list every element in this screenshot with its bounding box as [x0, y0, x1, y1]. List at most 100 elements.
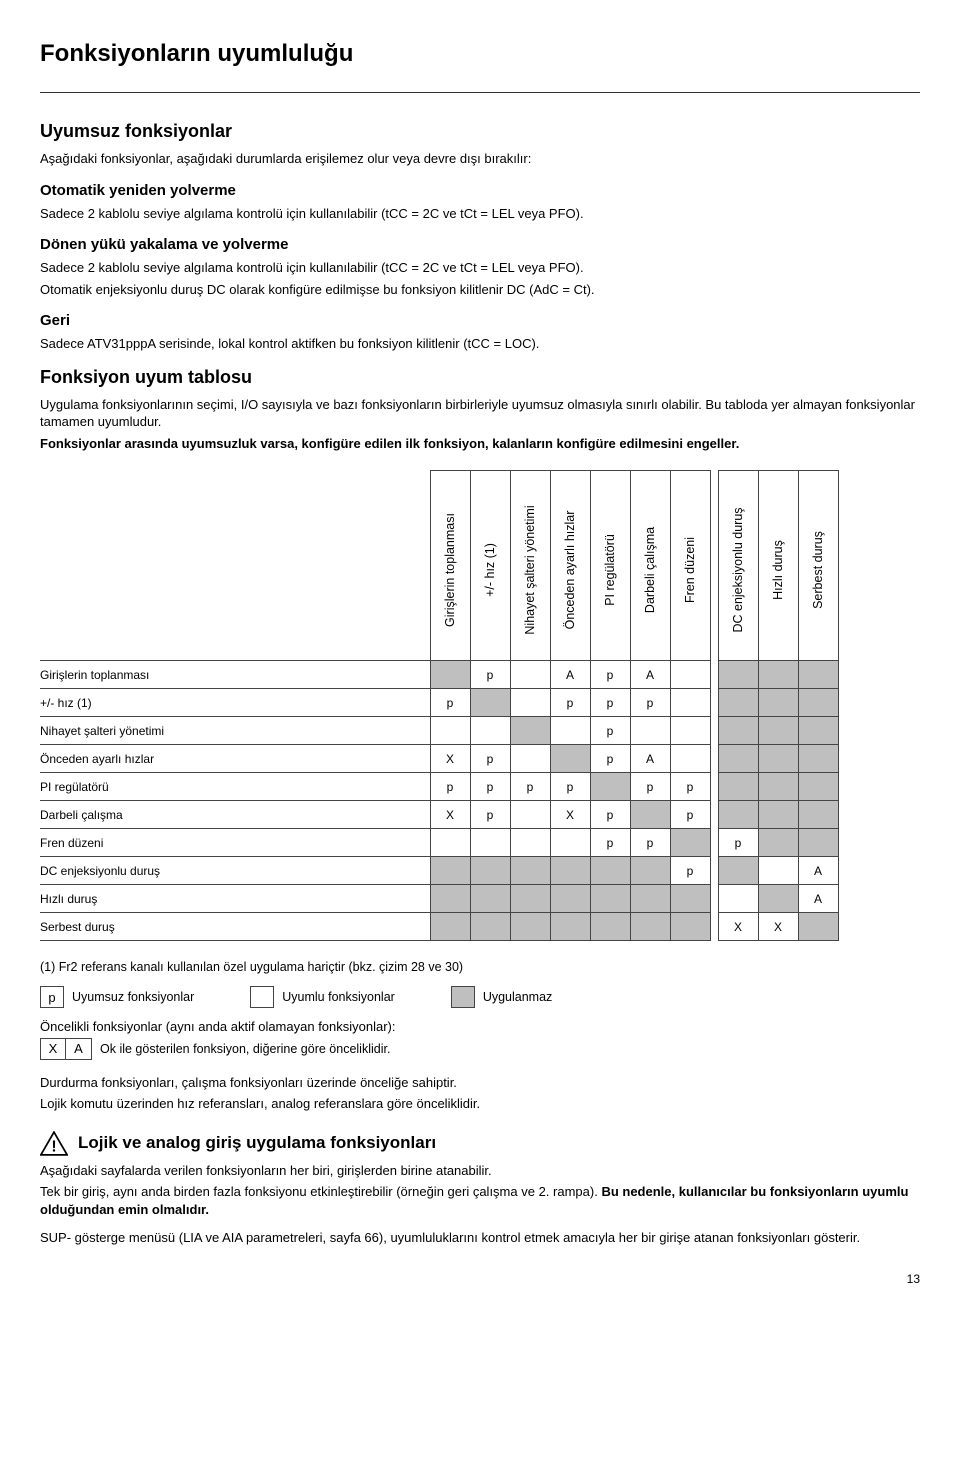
table-cell	[718, 689, 758, 717]
table-cell	[470, 885, 510, 913]
table-cell	[670, 661, 710, 689]
table-cell: p	[470, 773, 510, 801]
warning-icon: !	[40, 1131, 68, 1156]
table-cell	[510, 801, 550, 829]
heading-compat-table: Fonksiyon uyum tablosu	[40, 367, 920, 388]
table-cell: p	[430, 773, 470, 801]
table-cell	[470, 913, 510, 941]
horizontal-rule	[40, 92, 920, 93]
priority-desc: Ok ile gösterilen fonksiyon, diğerine gö…	[100, 1042, 390, 1056]
row-label: Nihayet şalteri yönetimi	[40, 717, 430, 745]
column-header: Önceden ayarlı hızlar	[550, 471, 590, 661]
legend-box-x: X	[40, 1038, 66, 1060]
table-cell	[630, 801, 670, 829]
table-cell: X	[758, 913, 798, 941]
paragraph-bold: Fonksiyonlar arasında uyumsuzluk varsa, …	[40, 435, 920, 453]
table-cell	[510, 885, 550, 913]
table-cell	[630, 885, 670, 913]
row-label: DC enjeksiyonlu duruş	[40, 857, 430, 885]
table-cell	[430, 857, 470, 885]
table-cell: p	[630, 829, 670, 857]
table-cell	[758, 661, 798, 689]
table-cell: p	[590, 745, 630, 773]
legend-label-na: Uygulanmaz	[483, 990, 552, 1004]
table-cell	[718, 717, 758, 745]
paragraph: Tek bir giriş, aynı anda birden fazla fo…	[40, 1183, 920, 1218]
table-cell	[758, 689, 798, 717]
heading-reverse: Geri	[40, 312, 920, 329]
table-cell	[630, 857, 670, 885]
row-label: Darbeli çalışma	[40, 801, 430, 829]
table-cell	[758, 745, 798, 773]
table-cell: A	[798, 885, 838, 913]
table-cell	[670, 689, 710, 717]
table-cell: p	[430, 689, 470, 717]
heading-auto-restart: Otomatik yeniden yolverme	[40, 182, 920, 199]
table-cell	[630, 913, 670, 941]
column-header: PI regülatörü	[590, 471, 630, 661]
row-label: Serbest duruş	[40, 913, 430, 941]
table-cell	[510, 661, 550, 689]
row-label: Hızlı duruş	[40, 885, 430, 913]
table-cell	[510, 913, 550, 941]
table-cell	[798, 801, 838, 829]
table-cell: A	[550, 661, 590, 689]
table-cell	[510, 717, 550, 745]
table-cell	[550, 717, 590, 745]
table-cell	[590, 885, 630, 913]
table-cell	[798, 689, 838, 717]
table-cell: p	[550, 689, 590, 717]
table-cell	[718, 885, 758, 913]
paragraph: Sadece 2 kablolu seviye algılama kontrol…	[40, 205, 920, 223]
table-cell	[670, 829, 710, 857]
table-cell	[718, 745, 758, 773]
table-cell	[550, 829, 590, 857]
table-cell: p	[510, 773, 550, 801]
table-cell: p	[590, 689, 630, 717]
paragraph: SUP- gösterge menüsü (LIA ve AIA paramet…	[40, 1229, 920, 1247]
table-cell: p	[670, 857, 710, 885]
svg-text:!: !	[51, 1138, 56, 1155]
table-cell	[798, 717, 838, 745]
table-cell	[718, 661, 758, 689]
table-cell	[798, 745, 838, 773]
page-title: Fonksiyonların uyumluluğu	[40, 40, 920, 68]
row-label: +/- hız (1)	[40, 689, 430, 717]
footnote: (1) Fr2 referans kanalı kullanılan özel …	[40, 959, 920, 976]
row-label: Önceden ayarlı hızlar	[40, 745, 430, 773]
legend-box-na	[451, 986, 475, 1008]
warning-heading-row: ! Lojik ve analog giriş uygulama fonksiy…	[40, 1131, 920, 1156]
legend-box-p: p	[40, 986, 64, 1008]
table-cell: p	[470, 745, 510, 773]
heading-flying-restart: Dönen yükü yakalama ve yolverme	[40, 236, 920, 253]
legend-row-1: p Uyumsuz fonksiyonlar Uyumlu fonksiyonl…	[40, 986, 920, 1008]
table-cell: p	[550, 773, 590, 801]
table-cell: A	[630, 745, 670, 773]
paragraph-span: Tek bir giriş, aynı anda birden fazla fo…	[40, 1184, 601, 1199]
column-header: +/- hız (1)	[470, 471, 510, 661]
table-cell: X	[718, 913, 758, 941]
column-header: Nihayet şalteri yönetimi	[510, 471, 550, 661]
table-cell	[470, 717, 510, 745]
column-header: DC enjeksiyonlu duruş	[718, 471, 758, 661]
table-cell: p	[718, 829, 758, 857]
table-cell	[430, 829, 470, 857]
table-cell	[670, 745, 710, 773]
row-label: Fren düzeni	[40, 829, 430, 857]
table-cell	[758, 885, 798, 913]
table-cell: p	[590, 661, 630, 689]
table-cell	[550, 857, 590, 885]
table-cell	[758, 717, 798, 745]
row-label: Girişlerin toplanması	[40, 661, 430, 689]
table-cell	[758, 857, 798, 885]
table-cell	[470, 829, 510, 857]
legend-label-incompat: Uyumsuz fonksiyonlar	[72, 990, 194, 1004]
table-cell	[670, 717, 710, 745]
table-cell	[798, 661, 838, 689]
table-cell	[550, 885, 590, 913]
column-header: Darbeli çalışma	[630, 471, 670, 661]
table-cell	[590, 913, 630, 941]
table-cell: X	[430, 801, 470, 829]
table-cell	[670, 885, 710, 913]
paragraph: Sadece ATV31pppA serisinde, lokal kontro…	[40, 335, 920, 353]
